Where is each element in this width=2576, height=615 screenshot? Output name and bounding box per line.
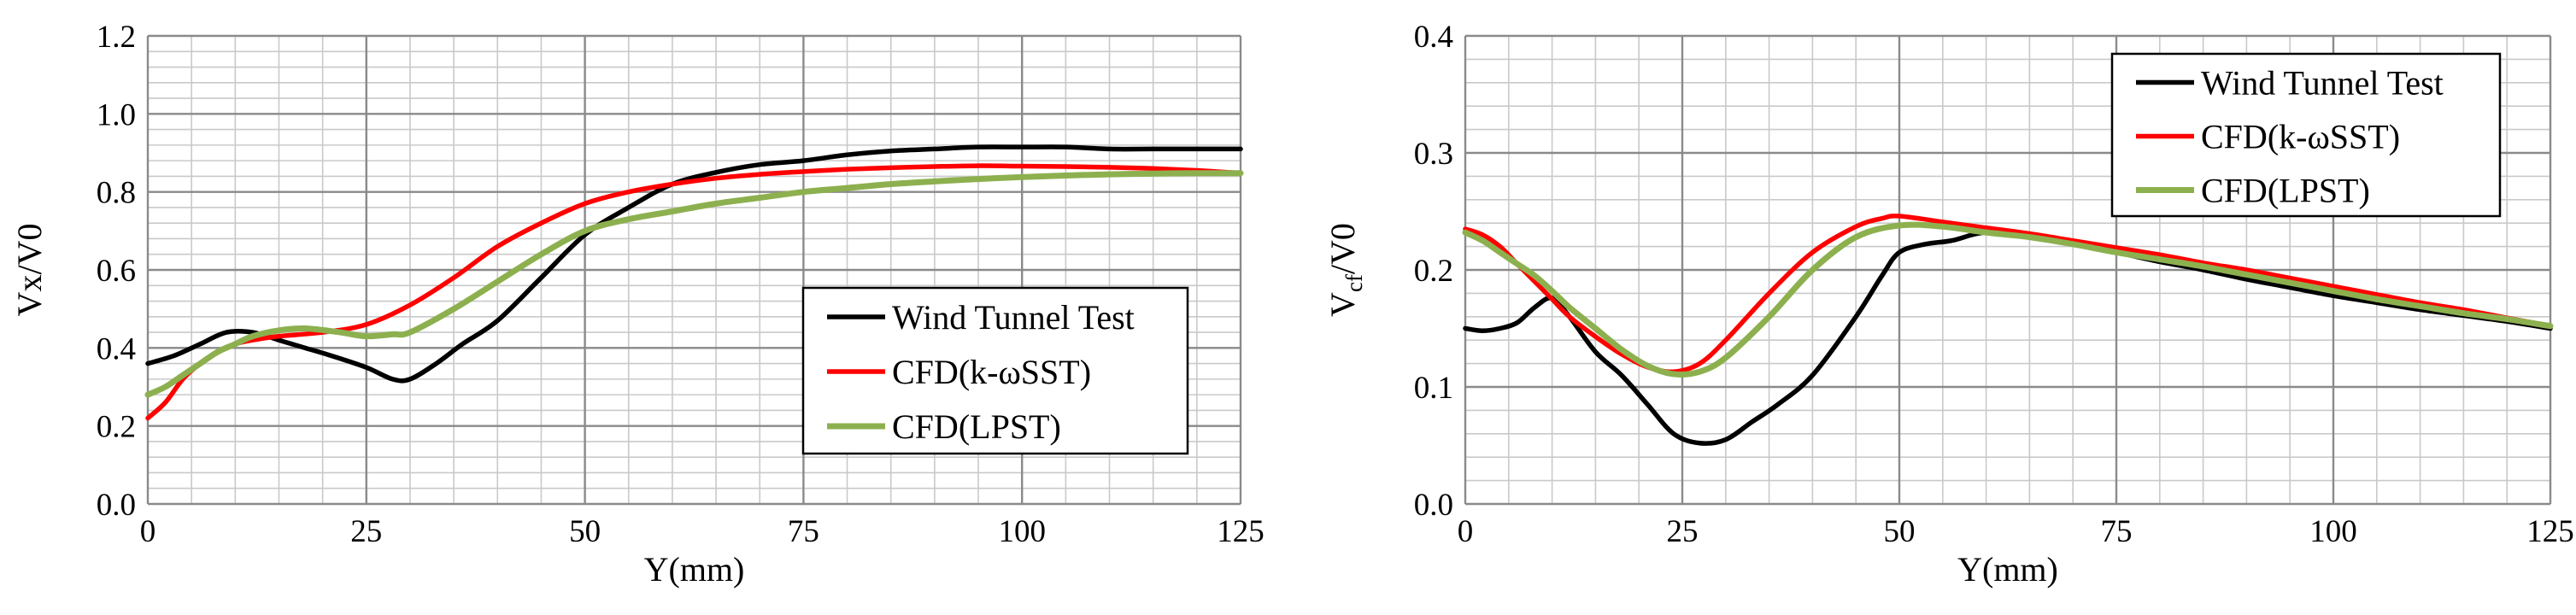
y-axis-title-rest: /V0 (1323, 223, 1362, 274)
x-tick-label: 100 (2309, 514, 2357, 549)
x-tick-label: 50 (1884, 514, 1916, 549)
legend-label: CFD(k-ωSST) (2201, 118, 2400, 156)
y-tick-label: 0.4 (1414, 20, 1453, 55)
y-tick-label: 0.2 (97, 410, 136, 445)
y-axis-title-subscript: cf (1341, 274, 1367, 292)
x-tick-label: 75 (788, 514, 819, 549)
x-tick-label: 0 (1458, 514, 1474, 549)
y-axis-title: Vcf/V0 (1323, 223, 1367, 317)
x-tick-label: 50 (569, 514, 601, 549)
y-tick-label: 0.4 (97, 331, 136, 366)
legend: Wind Tunnel Test CFD(k-ωSST) CFD(LPST) (2110, 52, 2502, 218)
x-axis-title: Y(mm) (644, 550, 745, 589)
x-tick-label: 75 (2101, 514, 2133, 549)
x-tick-label: 0 (140, 514, 156, 549)
series-group (1462, 214, 2554, 446)
y-tick-label: 1.0 (97, 97, 136, 132)
y-tick-label: 1.2 (97, 20, 136, 55)
chart-vx: 0 25 50 75 100 125 0.0 0.2 0.4 0.6 0.8 1.0 1.2 Y(mm) V… (10, 20, 1265, 589)
legend-label: Wind Tunnel Test (892, 298, 1135, 337)
series-group (144, 144, 1244, 421)
y-tick-label: 0.1 (1414, 371, 1453, 406)
y-tick-label: 0.8 (97, 176, 136, 211)
y-axis-title: Vx/V0 (10, 224, 49, 317)
x-tick-label: 100 (998, 514, 1046, 549)
y-tick-label: 0.0 (1414, 488, 1453, 523)
series-line-cfd-lpst (144, 170, 1244, 398)
legend-label: CFD(LPST) (892, 407, 1061, 446)
x-tick-label: 25 (1667, 514, 1699, 549)
chart-vcf: 0 25 50 75 100 125 0.0 0.1 0.2 0.3 0.4 Y(mm) Vcf/V0 W… (1323, 20, 2574, 589)
y-tick-label: 0.2 (1414, 254, 1453, 289)
series-line-cfd-lpst (1462, 221, 2554, 378)
x-tick-label: 125 (2526, 514, 2574, 549)
y-tick-label: 0.6 (97, 254, 136, 289)
x-tick-label: 125 (1217, 514, 1265, 549)
y-axis-title-main: V (1323, 292, 1362, 317)
series-line-cfd-k-sst (1463, 214, 2553, 375)
x-tick-label: 25 (350, 514, 382, 549)
major-gridlines (146, 34, 1242, 506)
x-axis-title: Y(mm) (1957, 550, 2058, 589)
legend-label: CFD(LPST) (2201, 172, 2370, 210)
legend: Wind Tunnel Test CFD(k-ωSST) CFD(LPST) (801, 286, 1189, 455)
y-tick-label: 0.3 (1414, 137, 1453, 172)
legend-label: CFD(k-ωSST) (892, 353, 1091, 391)
y-tick-label: 0.0 (97, 488, 136, 523)
legend-label: Wind Tunnel Test (2201, 64, 2444, 102)
series-line-wind-tunnel-test (145, 144, 1243, 384)
